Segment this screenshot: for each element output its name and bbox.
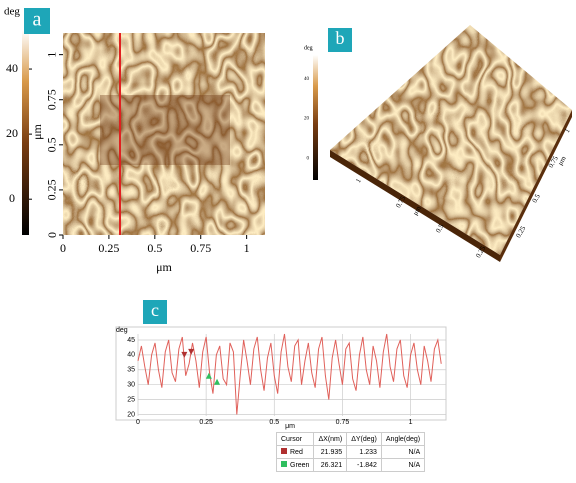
x-tick-label: 0.75 — [190, 241, 211, 255]
panel-label: c — [151, 300, 159, 320]
afm-image — [63, 33, 265, 235]
x-tick-label: 0.5 — [147, 241, 162, 255]
table-header: Cursor — [275, 432, 315, 446]
x-tick-label: 0.5 — [269, 419, 279, 426]
y-tick-label: 0.75 — [45, 89, 59, 110]
swatch — [281, 461, 287, 467]
table-cell: N/A — [380, 458, 426, 472]
colorbar-tick-label: 40 — [304, 77, 310, 82]
axis-unit: μm — [556, 154, 568, 166]
table-header: ΔX(nm) — [313, 432, 348, 446]
table-cell: 21.935 — [313, 445, 348, 459]
y-tick-label: 45 — [127, 337, 135, 344]
x-tick-label: 0.75 — [336, 419, 350, 426]
x-tick-label: 0.25 — [98, 241, 119, 255]
x-axis-label: μm — [285, 423, 295, 430]
panel-label-box — [143, 300, 167, 324]
y-tick-label: 0.5 — [45, 137, 59, 152]
table-cell: 26.321 — [313, 458, 348, 472]
y-tick-label: 20 — [127, 411, 135, 418]
colorbar — [22, 30, 29, 235]
y-axis-label: deg — [116, 327, 128, 334]
3d-axis-label: 1 — [563, 127, 572, 134]
panel-label-box — [24, 8, 50, 34]
table-cell: Red — [275, 445, 315, 459]
y-tick-label: 0 — [45, 232, 59, 238]
afm-3d-surface — [330, 25, 572, 255]
3d-axis-label: 0.5 — [531, 192, 543, 204]
cursor-table: Cursor ΔX(nm) ΔY(deg) Angle(deg) Red 21.935 1… — [275, 432, 426, 472]
cursor-marker — [214, 378, 221, 385]
data-line — [137, 333, 442, 415]
y-tick-label: 30 — [127, 382, 135, 389]
x-tick-label: 1 — [409, 419, 413, 426]
cursor-marker — [181, 351, 188, 358]
surface-side — [500, 110, 572, 262]
table-cell: -1.842 — [346, 458, 382, 472]
x-tick-label: 0.25 — [199, 419, 213, 426]
y-tick-label: 25 — [127, 396, 135, 403]
axis-unit: μm — [411, 204, 423, 216]
cursor-marker — [205, 372, 212, 379]
table-cell: Green — [275, 458, 315, 472]
colorbar-tick-label: 0 — [307, 156, 310, 161]
table-cell: 1.233 — [346, 445, 382, 459]
y-tick-label: 0.25 — [45, 179, 59, 200]
colorbar-tick-label: 20 — [304, 117, 310, 122]
y-tick-label: 35 — [127, 367, 135, 374]
table-header: ΔY(deg) — [346, 432, 382, 446]
chart-frame — [115, 326, 447, 421]
table-header: Angle(deg) — [380, 432, 426, 446]
surface-side — [330, 150, 500, 262]
panel-label-box — [328, 28, 352, 52]
hex-domain — [100, 95, 230, 165]
cursor-marker — [188, 348, 195, 355]
x-tick-label: 0 — [136, 419, 140, 426]
x-tick-label: 0 — [60, 241, 66, 255]
colorbar-unit: deg — [304, 45, 313, 51]
3d-axis-label: 0.5 — [434, 222, 446, 234]
table-cell-text: Red — [290, 449, 303, 456]
y-tick-label: 1 — [45, 52, 59, 58]
x-tick-label: 1 — [244, 241, 250, 255]
y-axis-label: μm — [30, 123, 44, 139]
colorbar-unit: deg — [4, 6, 20, 18]
colorbar — [313, 55, 318, 180]
y-tick-label: 40 — [127, 352, 135, 359]
colorbar-tick-label: 20 — [6, 126, 18, 140]
table-cell: N/A — [380, 445, 426, 459]
colorbar-tick-label: 40 — [6, 61, 18, 75]
x-axis-label: μm — [156, 260, 172, 274]
table-cell-text: Green — [290, 462, 310, 469]
colorbar-tick-label: 0 — [9, 191, 15, 205]
swatch — [281, 448, 287, 454]
panel-label: b — [336, 28, 345, 48]
panel-label: a — [33, 9, 42, 31]
3d-axis-label: 1 — [354, 177, 363, 184]
